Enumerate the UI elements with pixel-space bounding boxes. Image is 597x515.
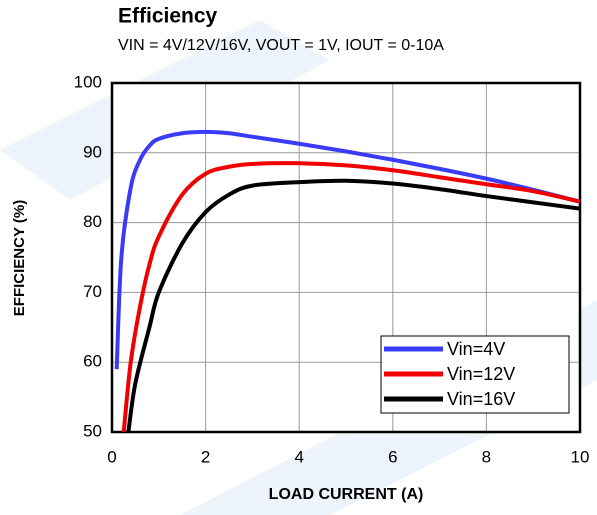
line-series: [121, 161, 580, 432]
y-tick-label: 80: [83, 212, 102, 231]
y-tick-label: 70: [83, 282, 102, 301]
line-series: [114, 129, 580, 370]
x-tick-label: 4: [294, 447, 303, 466]
y-tick-label: 50: [83, 421, 102, 440]
x-tick-label: 10: [571, 447, 590, 466]
x-tick-label: 0: [107, 447, 116, 466]
y-tick-label: 60: [83, 352, 102, 371]
legend-label: Vin=4V: [447, 339, 505, 359]
plot-frame: [110, 81, 582, 434]
y-tick-label: 100: [74, 72, 102, 91]
chart-title: Efficiency: [118, 5, 218, 28]
line-series: [126, 178, 580, 432]
y-axis-label: EFFICIENCY (%): [11, 200, 28, 316]
y-tick-label: 90: [83, 142, 102, 161]
x-axis-label: LOAD CURRENT (A): [269, 486, 424, 503]
x-tick-label: 6: [388, 447, 397, 466]
x-tick-label: 8: [482, 447, 491, 466]
legend-label: Vin=12V: [447, 364, 515, 384]
chart-subtitle: VIN = 4V/12V/16V, VOUT = 1V, IOUT = 0-10…: [118, 37, 444, 54]
legend-label: Vin=16V: [447, 389, 515, 409]
x-tick-label: 2: [201, 447, 210, 466]
